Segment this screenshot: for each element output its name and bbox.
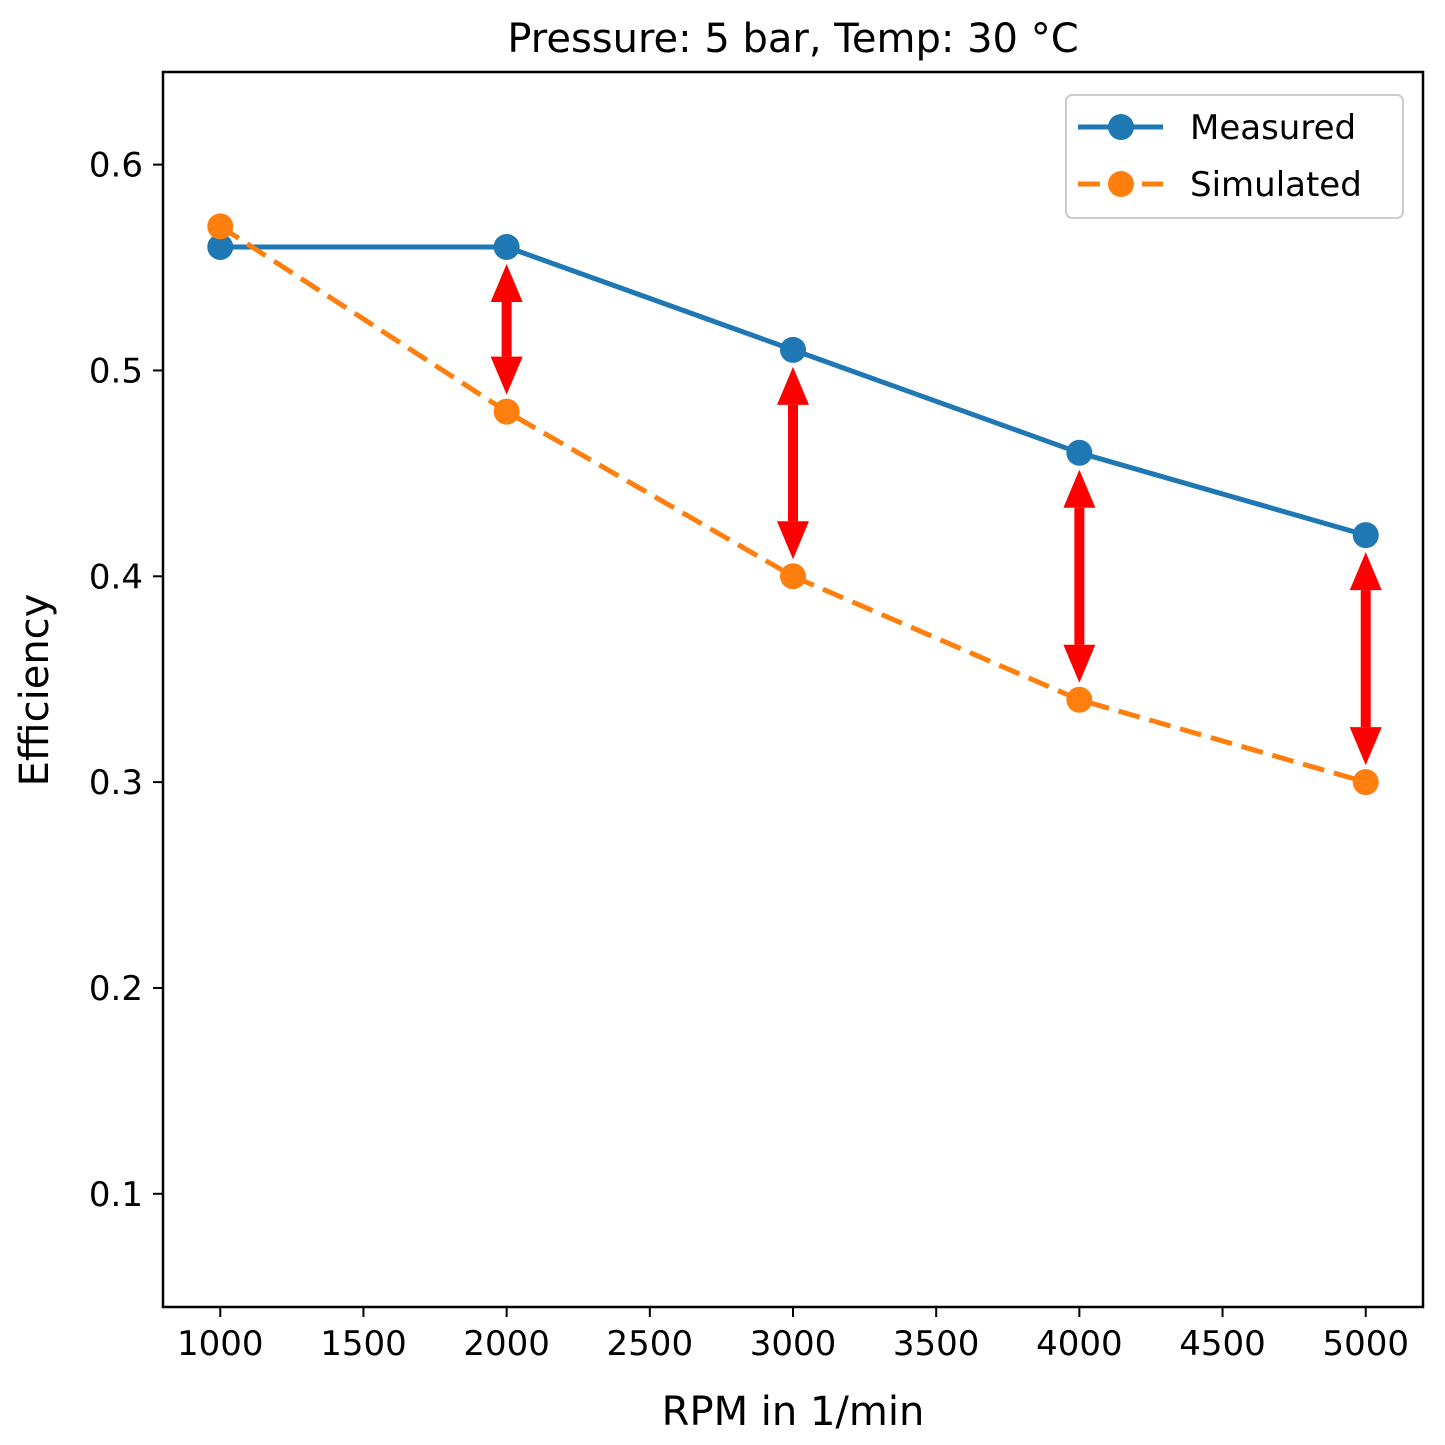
difference-arrow <box>1349 552 1382 766</box>
legend-simulated-label: Simulated <box>1190 165 1362 205</box>
arrow-head-up <box>1349 552 1382 591</box>
x-tick-label: 2500 <box>607 1324 694 1364</box>
arrow-head-up <box>777 366 809 405</box>
x-tick-label: 1000 <box>177 1324 264 1364</box>
chart-title: Pressure: 5 bar, Temp: 30 °C <box>507 16 1078 62</box>
x-tick-label: 3500 <box>893 1324 980 1364</box>
y-tick-label: 0.1 <box>89 1175 143 1215</box>
arrow-head-down <box>490 356 523 395</box>
arrow-shaft <box>1360 590 1371 728</box>
x-tick-label: 4000 <box>1036 1324 1123 1364</box>
arrow-head-up <box>490 263 523 302</box>
y-tick-label: 0.3 <box>89 763 143 803</box>
measured-point <box>1066 439 1093 466</box>
legend-simulated-marker <box>1108 171 1134 197</box>
arrow-head-down <box>1063 644 1096 683</box>
simulated-point <box>493 398 520 425</box>
measured-point <box>1352 522 1379 549</box>
x-tick-label: 5000 <box>1322 1324 1409 1364</box>
simulated-point <box>1066 686 1093 713</box>
legend: Measured Simulated <box>1065 94 1404 219</box>
x-tick-label: 4500 <box>1179 1324 1266 1364</box>
plot-frame <box>161 70 1425 1309</box>
simulated-series-line <box>218 224 1367 785</box>
x-tick-label: 1500 <box>320 1324 407 1364</box>
difference-arrow <box>777 366 809 560</box>
difference-arrow <box>490 263 523 395</box>
y-tick-label: 0.2 <box>89 969 143 1009</box>
simulated-point <box>207 213 234 240</box>
y-tick-label: 0.6 <box>89 146 143 186</box>
arrow-shaft <box>1074 507 1085 645</box>
measured-point <box>780 336 806 363</box>
arrow-head-down <box>1349 727 1382 766</box>
x-tick-label: 3000 <box>750 1324 837 1364</box>
difference-arrow <box>1063 469 1096 683</box>
x-axis-label: RPM in 1/min <box>662 1389 925 1435</box>
measured-point <box>493 233 520 260</box>
y-tick-label: 0.4 <box>89 557 143 597</box>
simulated-point <box>780 563 806 590</box>
legend-measured-marker <box>1108 114 1134 140</box>
y-axis-label: Efficiency <box>12 594 58 787</box>
arrow-head-up <box>1063 469 1096 508</box>
arrow-shaft <box>788 404 798 522</box>
measured-point <box>207 233 234 260</box>
arrow-shaft <box>501 301 512 357</box>
x-tick-label: 2000 <box>463 1324 550 1364</box>
arrow-head-down <box>777 521 809 560</box>
y-tick-label: 0.5 <box>89 351 143 391</box>
legend-measured-label: Measured <box>1190 108 1356 148</box>
simulated-point <box>1352 769 1379 796</box>
